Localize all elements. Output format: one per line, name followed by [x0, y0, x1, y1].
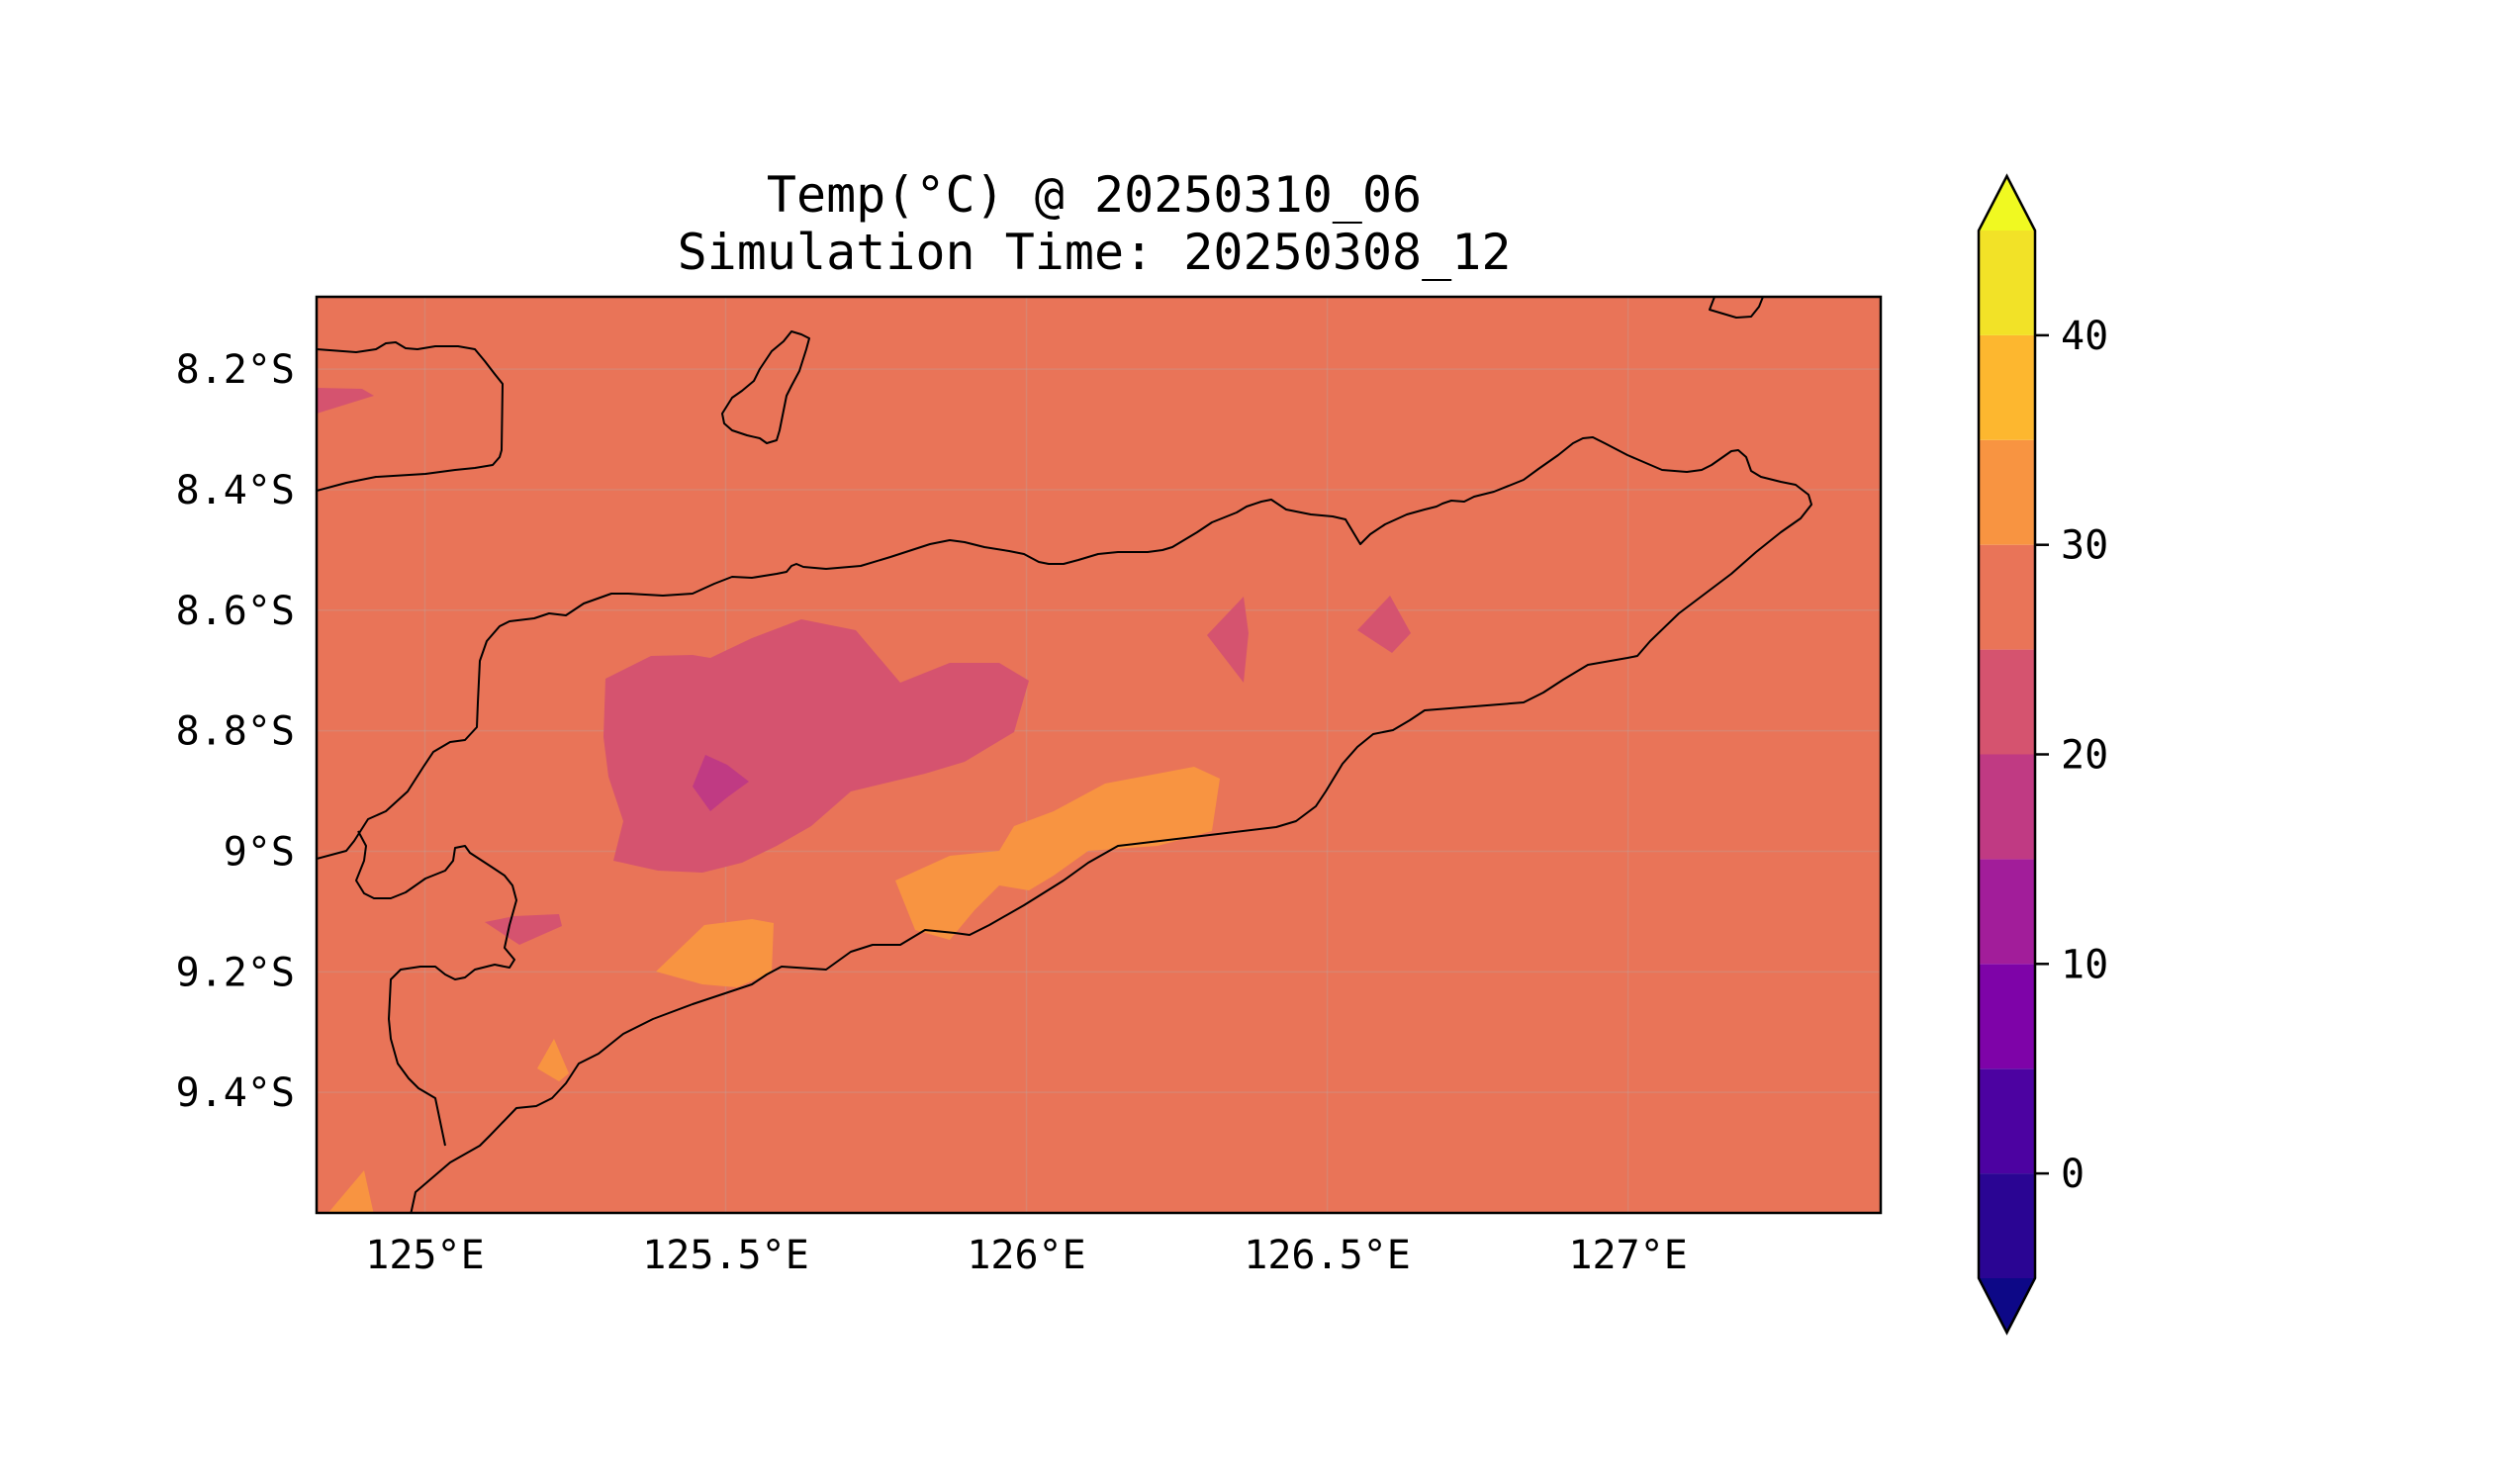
colorbar-tick-label: 10 — [2061, 942, 2108, 987]
coastline-atauro-island — [721, 330, 810, 444]
temp-patch-30-35 — [656, 919, 774, 987]
colorbar-band — [1979, 231, 2035, 335]
colorbar-outline — [1977, 173, 2037, 1336]
temp-patch-30-35 — [537, 1039, 569, 1081]
colorbar-tick-label: 30 — [2061, 523, 2108, 569]
colorbar-extend-max — [1979, 176, 2035, 231]
coastline-wetar — [1709, 297, 1764, 319]
y-tick-label: 8.4°S — [176, 468, 295, 513]
colorbar-band — [1979, 754, 2035, 860]
temp-patch-30-35 — [327, 1170, 374, 1213]
colorbar-tick-label: 0 — [2061, 1152, 2085, 1197]
x-tick-label: 126.5°E — [1244, 1233, 1411, 1278]
chart-title: Temp(°C) @ 20250310_06 — [766, 166, 1423, 224]
x-axis: 125°E 125.5°E 126°E 126.5°E 127°E — [365, 1233, 1688, 1278]
y-tick-label: 8.8°S — [176, 709, 295, 755]
chart-subtitle: Simulation Time: 20250308_12 — [677, 224, 1512, 281]
y-axis: 8.2°S 8.4°S 8.6°S 8.8°S 9°S 9.2°S 9.4°S — [176, 347, 295, 1116]
x-tick-label: 125°E — [365, 1233, 484, 1278]
colorbar-band — [1979, 1068, 2035, 1174]
coastline-timor — [317, 436, 1812, 1213]
temp-patch-20-25 — [1357, 596, 1411, 653]
x-tick-label: 127°E — [1568, 1233, 1687, 1278]
colorbar-band — [1979, 1173, 2035, 1278]
gridlines — [317, 297, 1881, 1213]
temp-patch-20-25 — [317, 388, 374, 414]
map-panel — [315, 295, 1883, 1215]
y-tick-label: 9.4°S — [176, 1070, 295, 1116]
temp-patch-30-35 — [895, 767, 1220, 940]
coastline-west-timor — [355, 830, 517, 1147]
colorbar-band — [1979, 334, 2035, 440]
x-tick-label: 125.5°E — [642, 1233, 809, 1278]
colorbar-tick-label: 40 — [2061, 314, 2108, 359]
y-tick-label: 8.6°S — [176, 589, 295, 634]
colorbar-band — [1979, 439, 2035, 545]
y-tick-label: 8.2°S — [176, 347, 295, 393]
colorbar-band — [1979, 544, 2035, 650]
colorbar-extend-min — [1979, 1278, 2035, 1333]
temp-patch-15-20 — [693, 755, 749, 811]
y-tick-label: 9°S — [224, 829, 295, 875]
map-frame — [315, 295, 1883, 1215]
temp-patch-20-25 — [1207, 597, 1249, 683]
colorbar-band — [1979, 859, 2035, 965]
x-tick-label: 126°E — [967, 1233, 1085, 1278]
coastline-flores — [317, 341, 504, 492]
map-background — [317, 297, 1881, 1213]
colorbar-tick-label: 20 — [2061, 733, 2108, 779]
temp-patch-20-25 — [485, 914, 562, 945]
colorbar: 0 10 20 30 40 — [1977, 173, 2108, 1336]
y-tick-label: 9.2°S — [176, 950, 295, 995]
colorbar-band — [1979, 649, 2035, 755]
colorbar-band — [1979, 964, 2035, 1069]
